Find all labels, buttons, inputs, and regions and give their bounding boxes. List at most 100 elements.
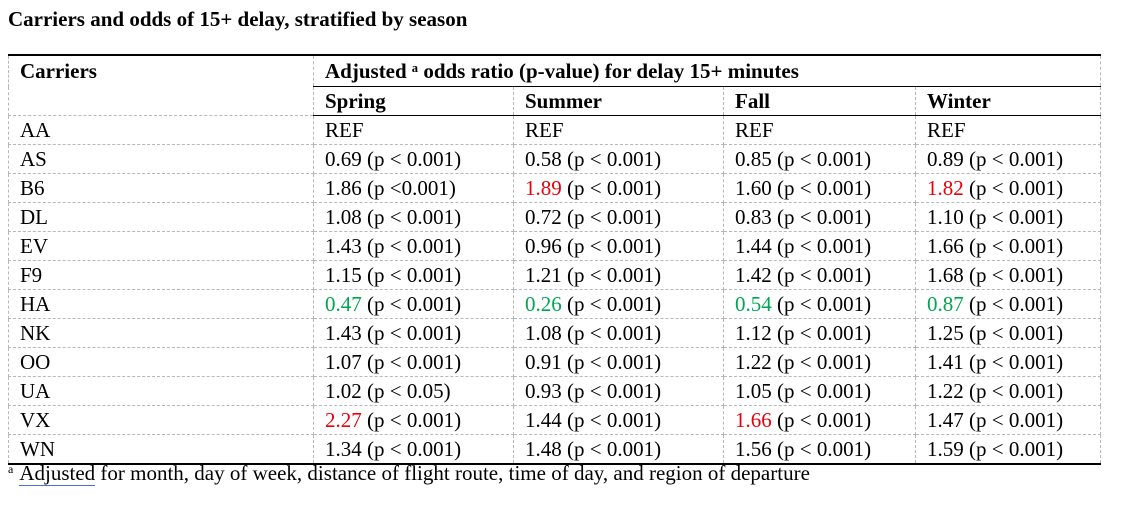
p-value: (p < 0.001) — [963, 204, 1064, 229]
odds-ratio-cell: 1.43 (p < 0.001) — [313, 318, 514, 348]
odds-ratio-value: 0.89 — [927, 146, 964, 171]
odds-ratio-value: 1.66 — [735, 407, 772, 432]
odds-ratio-value: 1.15 — [325, 262, 362, 287]
table-row: B6 1.86 (p <0.001) 1.89 (p < 0.001) 1.60 (p… — [8, 173, 1102, 203]
p-value: (p < 0.05) — [361, 378, 451, 403]
odds-ratio-value: REF — [325, 117, 364, 142]
p-value: (p < 0.001) — [771, 175, 872, 200]
p-value: (p < 0.001) — [771, 262, 872, 287]
p-value: (p < 0.001) — [561, 378, 662, 403]
odds-ratio-value: 1.47 — [927, 407, 964, 432]
odds-ratio-cell: 0.91 (p < 0.001) — [513, 347, 724, 377]
p-value: (p < 0.001) — [361, 233, 462, 258]
odds-ratio-value: 1.34 — [325, 436, 362, 461]
odds-ratio-value: 1.10 — [927, 204, 964, 229]
p-value: (p < 0.001) — [771, 291, 872, 316]
odds-ratio-cell: 1.21 (p < 0.001) — [513, 260, 724, 290]
odds-ratio-cell: 1.68 (p < 0.001) — [915, 260, 1102, 290]
odds-ratio-value: REF — [735, 117, 774, 142]
odds-ratio-cell: REF — [313, 115, 514, 145]
p-value: (p < 0.001) — [963, 262, 1064, 287]
table-row: OO 1.07 (p < 0.001) 0.91 (p < 0.001) 1.22 (… — [8, 347, 1102, 377]
p-value: (p < 0.001) — [963, 349, 1064, 374]
p-value: (p < 0.001) — [361, 146, 462, 171]
p-value: (p < 0.001) — [561, 320, 662, 345]
odds-ratio-value: 1.25 — [927, 320, 964, 345]
odds-ratio-cell: 0.83 (p < 0.001) — [723, 202, 916, 232]
odds-ratio-value: 0.69 — [325, 146, 362, 171]
odds-ratio-cell: 1.66 (p < 0.001) — [723, 405, 916, 435]
odds-ratio-value: 0.26 — [525, 291, 562, 316]
table-body: AA REF REF REF REF AS 0.69 (p < 0.001) 0.58 (p … — [8, 115, 1102, 465]
p-value: (p < 0.001) — [361, 204, 462, 229]
odds-ratio-value: 1.05 — [735, 378, 772, 403]
p-value: (p < 0.001) — [561, 146, 662, 171]
carrier-cell: AA — [8, 115, 314, 145]
odds-ratio-cell: 1.59 (p < 0.001) — [915, 434, 1102, 465]
odds-ratio-cell: 0.87 (p < 0.001) — [915, 289, 1102, 319]
header-row-group: Carriers Adjusted ᵃ odds ratio (p-value)… — [8, 54, 1102, 116]
odds-ratio-cell: 0.58 (p < 0.001) — [513, 144, 724, 174]
odds-ratio-cell: 0.54 (p < 0.001) — [723, 289, 916, 319]
odds-ratio-cell: 1.66 (p < 0.001) — [915, 231, 1102, 261]
p-value: (p < 0.001) — [561, 204, 662, 229]
odds-ratio-value: 0.93 — [525, 378, 562, 403]
odds-ratio-cell: 0.93 (p < 0.001) — [513, 376, 724, 406]
odds-ratio-value: 1.07 — [325, 349, 362, 374]
odds-ratio-cell: 1.22 (p < 0.001) — [915, 376, 1102, 406]
odds-ratio-value: 1.22 — [927, 378, 964, 403]
odds-ratio-cell: 0.96 (p < 0.001) — [513, 231, 724, 261]
carrier-cell: AS — [8, 144, 314, 174]
odds-ratio-cell: REF — [723, 115, 916, 145]
odds-ratio-value: 1.43 — [325, 233, 362, 258]
table-row: DL 1.08 (p < 0.001) 0.72 (p < 0.001) 0.83 (… — [8, 202, 1102, 232]
carrier-cell: UA — [8, 376, 314, 406]
odds-ratio-value: 1.21 — [525, 262, 562, 287]
table-row: NK 1.43 (p < 0.001) 1.08 (p < 0.001) 1.12 (… — [8, 318, 1102, 348]
carrier-cell: OO — [8, 347, 314, 377]
odds-ratio-value: 1.22 — [735, 349, 772, 374]
p-value: (p < 0.001) — [771, 407, 872, 432]
table-row: UA 1.02 (p < 0.05) 0.93 (p < 0.001) 1.05 (p… — [8, 376, 1102, 406]
odds-ratio-value: 1.42 — [735, 262, 772, 287]
odds-ratio-value: 1.68 — [927, 262, 964, 287]
odds-ratio-value: 1.89 — [525, 175, 562, 200]
odds-ratio-value: REF — [927, 117, 966, 142]
p-value: (p < 0.001) — [561, 436, 662, 461]
odds-ratio-value: 0.72 — [525, 204, 562, 229]
odds-ratio-cell: 0.69 (p < 0.001) — [313, 144, 514, 174]
odds-ratio-value: 1.82 — [927, 175, 964, 200]
table-row: EV 1.43 (p < 0.001) 0.96 (p < 0.001) 1.44 (… — [8, 231, 1102, 261]
carrier-cell: F9 — [8, 260, 314, 290]
p-value: (p < 0.001) — [561, 262, 662, 287]
table-row: HA 0.47 (p < 0.001) 0.26 (p < 0.001) 0.54 (… — [8, 289, 1102, 319]
odds-ratio-value: 1.56 — [735, 436, 772, 461]
footnote-text: for month, day of week, distance of flig… — [95, 461, 810, 485]
odds-ratio-cell: 1.08 (p < 0.001) — [313, 202, 514, 232]
odds-ratio-cell: 1.42 (p < 0.001) — [723, 260, 916, 290]
odds-ratio-cell: 0.89 (p < 0.001) — [915, 144, 1102, 174]
p-value: (p < 0.001) — [771, 320, 872, 345]
odds-ratio-value: 1.41 — [927, 349, 964, 374]
carrier-cell: B6 — [8, 173, 314, 203]
carrier-cell: DL — [8, 202, 314, 232]
odds-ratio-value: 1.86 — [325, 175, 362, 200]
p-value: (p < 0.001) — [361, 262, 462, 287]
odds-ratio-cell: 1.44 (p < 0.001) — [513, 405, 724, 435]
odds-ratio-cell: 1.15 (p < 0.001) — [313, 260, 514, 290]
odds-ratio-value: 0.58 — [525, 146, 562, 171]
odds-ratio-cell: REF — [915, 115, 1102, 145]
odds-ratio-cell: 1.07 (p < 0.001) — [313, 347, 514, 377]
table-row: F9 1.15 (p < 0.001) 1.21 (p < 0.001) 1.42 (… — [8, 260, 1102, 290]
odds-ratio-cell: 1.22 (p < 0.001) — [723, 347, 916, 377]
p-value: (p < 0.001) — [561, 407, 662, 432]
p-value: (p < 0.001) — [561, 349, 662, 374]
season-header-summer: Summer — [513, 86, 724, 116]
p-value: (p < 0.001) — [771, 349, 872, 374]
odds-ratio-value: 1.08 — [325, 204, 362, 229]
p-value: (p < 0.001) — [771, 378, 872, 403]
odds-ratio-value: 0.54 — [735, 291, 772, 316]
odds-ratio-cell: 1.41 (p < 0.001) — [915, 347, 1102, 377]
footnote-marker: a — [8, 462, 14, 476]
carrier-cell: VX — [8, 405, 314, 435]
